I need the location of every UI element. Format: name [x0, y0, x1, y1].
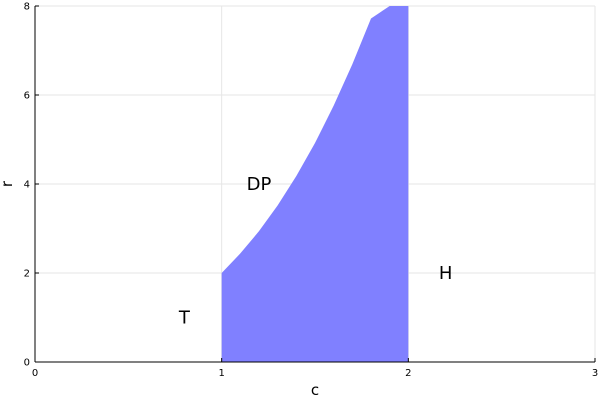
annotations: T DP H — [178, 174, 453, 329]
ticks: 0 1 2 3 0 2 4 6 8 — [24, 2, 599, 380]
y-tick-label: 8 — [24, 2, 30, 13]
y-tick-label: 2 — [24, 269, 30, 280]
region-annotation: T — [178, 308, 191, 329]
region-annotation: H — [439, 263, 453, 284]
x-axis-label: c — [311, 381, 319, 399]
y-tick-label: 0 — [24, 358, 30, 369]
y-tick-label: 4 — [24, 180, 30, 191]
region-layer — [221, 6, 409, 362]
feasible-region — [221, 6, 409, 362]
y-tick-label: 6 — [24, 91, 30, 102]
x-tick-label: 0 — [32, 368, 38, 379]
region-annotation: DP — [247, 174, 272, 195]
x-tick-label: 3 — [592, 368, 598, 379]
x-tick-label: 1 — [218, 368, 224, 379]
y-axis-label: r — [0, 180, 16, 187]
x-tick-label: 2 — [405, 368, 411, 379]
